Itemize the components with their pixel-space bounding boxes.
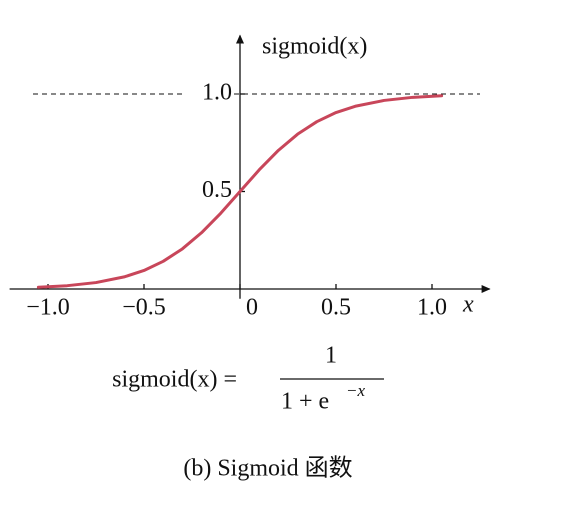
caption: (b) Sigmoid 函数 (183, 455, 352, 482)
x-tick-label: 0 (246, 295, 258, 321)
x-tick-label: −1.0 (26, 295, 70, 321)
x-tick-label: 0.5 (321, 295, 351, 321)
formula-exponent: −x (346, 381, 365, 400)
x-tick-label: 1.0 (417, 295, 447, 321)
formula-lhs: sigmoid(x) = (112, 367, 237, 393)
y-tick-label: 1.0 (202, 80, 232, 106)
x-tick-label: −0.5 (122, 295, 166, 321)
x-axis-label: x (462, 292, 474, 318)
y-axis-label: sigmoid(x) (262, 34, 367, 60)
y-tick-label: 0.5 (202, 177, 232, 203)
sigmoid-curve (36, 94, 444, 289)
formula-denominator: 1 + e (281, 389, 329, 415)
formula-numerator: 1 (325, 343, 337, 369)
